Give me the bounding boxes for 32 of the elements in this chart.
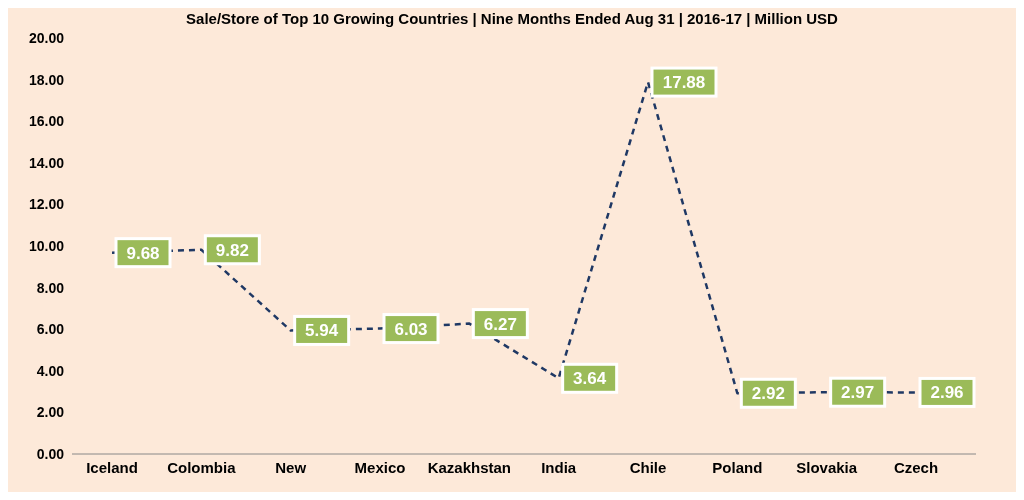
data-label: 9.82 (215, 240, 249, 260)
data-label: 6.27 (483, 314, 517, 334)
data-label: 2.96 (930, 383, 964, 403)
y-tick-label: 4.00 (36, 362, 65, 379)
x-tick-label: Poland (712, 458, 763, 476)
data-label: 5.94 (305, 321, 339, 341)
data-label: 2.92 (751, 384, 785, 404)
x-tick-label: India (541, 458, 577, 476)
y-tick-label: 16.00 (28, 113, 65, 130)
x-tick-label: Colombia (167, 458, 237, 476)
y-tick-label: 20.00 (28, 29, 65, 46)
x-tick-label: Chile (629, 458, 667, 476)
data-label: 3.64 (573, 369, 607, 389)
y-tick-label: 18.00 (28, 71, 65, 88)
y-tick-label: 10.00 (28, 237, 65, 254)
y-tick-label: 14.00 (28, 154, 65, 171)
data-label: 2.97 (841, 383, 875, 403)
data-label: 17.88 (662, 73, 706, 93)
data-label: 6.03 (394, 319, 428, 339)
y-tick-label: 12.00 (28, 196, 65, 213)
x-tick-label: Iceland (86, 458, 138, 476)
y-tick-label: 0.00 (36, 445, 65, 462)
y-tick-label: 6.00 (36, 321, 65, 338)
y-tick-label: 8.00 (36, 279, 65, 296)
chart-title: Sale/Store of Top 10 Growing Countries | Nine Months Ended Aug 31 | 2016-17 | Million USD (185, 9, 839, 29)
x-tick-label: Slovakia (796, 458, 858, 476)
x-tick-label: Kazakhstan (427, 458, 512, 476)
x-tick-label: Czech (893, 458, 939, 476)
y-tick-label: 2.00 (36, 404, 65, 421)
x-tick-label: New (275, 458, 307, 476)
data-label: 9.68 (126, 243, 160, 263)
x-tick-label: Mexico (354, 458, 406, 476)
